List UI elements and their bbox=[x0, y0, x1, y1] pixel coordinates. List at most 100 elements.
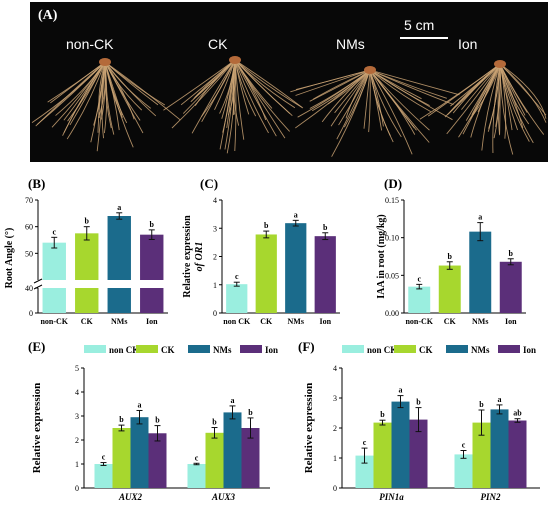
chart-b-sig-letter: b bbox=[150, 220, 155, 229]
chart-f-y-tick-label: 1 bbox=[333, 454, 337, 463]
root-strand bbox=[369, 69, 383, 131]
root-strand bbox=[369, 69, 460, 96]
chart-b-panel-label: (B) bbox=[28, 176, 45, 191]
chart-e-sig-letter: b bbox=[119, 415, 124, 424]
chart-e-x-tick-label: AUX3 bbox=[211, 492, 236, 502]
root-strand bbox=[104, 61, 159, 106]
chart-b-sig-letter: b bbox=[85, 217, 90, 226]
root-crown bbox=[364, 66, 376, 74]
chart-f-bar bbox=[409, 419, 428, 488]
chart-f-bar bbox=[472, 422, 491, 488]
chart-f-legend-swatch bbox=[342, 345, 364, 353]
chart-b-sig-letter: a bbox=[117, 203, 121, 212]
chart-f-legend-swatch bbox=[394, 345, 416, 353]
chart-f-legend-label: CK bbox=[419, 345, 433, 355]
chart-b-x-tick-label: NMs bbox=[111, 317, 127, 326]
root-strand bbox=[104, 61, 152, 109]
chart-b-y-label: Root Angle (°) bbox=[4, 228, 15, 289]
root-strand bbox=[369, 69, 430, 107]
chart-e-legend-swatch bbox=[188, 345, 210, 353]
root-crown bbox=[229, 56, 241, 64]
root-strand bbox=[330, 69, 371, 127]
root-strand bbox=[499, 63, 534, 144]
chart-f-bar bbox=[508, 420, 527, 488]
root-strand bbox=[51, 61, 106, 128]
root-strand bbox=[234, 59, 273, 109]
chart-e-sig-letter: c bbox=[102, 453, 106, 462]
root-strand bbox=[369, 69, 402, 138]
chart-e-y-tick-label: 4 bbox=[75, 388, 79, 397]
root-crown bbox=[494, 60, 506, 68]
chart-d-sig-letter: b bbox=[448, 252, 453, 261]
chart-e-y-tick-label: 3 bbox=[75, 412, 79, 421]
root-strand bbox=[35, 61, 106, 127]
photo-label-nms: NMs bbox=[336, 36, 365, 52]
panel-a-label: (A) bbox=[38, 8, 58, 23]
chart-e-y-tick-label: 2 bbox=[75, 436, 79, 445]
chart-f-bar bbox=[490, 409, 509, 488]
root-strand bbox=[219, 59, 236, 150]
chart-e-legend-label: non CK bbox=[109, 345, 139, 355]
chart-f-bar bbox=[355, 455, 374, 488]
chart-d-sig-letter: c bbox=[417, 274, 421, 283]
scale-bar bbox=[400, 37, 448, 39]
chart-f-legend-label: NMs bbox=[471, 345, 490, 355]
chart-c-x-tick-label: CK bbox=[260, 317, 273, 326]
root-strand bbox=[336, 69, 371, 140]
chart-c-x-tick-label: non CK bbox=[223, 317, 251, 326]
chart-b-bar-upper bbox=[42, 242, 66, 280]
chart-e-bar bbox=[187, 464, 206, 488]
root-crown bbox=[99, 58, 111, 66]
chart-b-bar-lower bbox=[107, 288, 131, 313]
chart-f-bar bbox=[391, 401, 410, 488]
chart-d-x-tick-label: non-CK bbox=[405, 317, 433, 326]
root-strand bbox=[234, 59, 303, 108]
root-strand bbox=[171, 59, 236, 129]
chart-f-y-label: Relative expression bbox=[303, 383, 315, 474]
root-strand bbox=[234, 59, 277, 137]
chart-e-legend-swatch bbox=[240, 345, 262, 353]
root-strand bbox=[104, 61, 181, 121]
root-system-4 bbox=[419, 60, 547, 155]
chart-c-bar bbox=[314, 236, 336, 313]
chart-d-bar bbox=[499, 261, 522, 313]
root-strand bbox=[234, 59, 293, 116]
chart-c-x-tick-label: Ion bbox=[319, 317, 331, 326]
chart-e: (E) 0 1 2 3 4 5 c b a b AUX2 c b a b AUX3 non CK CK NMs Ion R… bbox=[28, 339, 278, 502]
chart-c-bar bbox=[226, 284, 248, 313]
root-strand bbox=[295, 69, 371, 96]
root-strand bbox=[214, 59, 236, 111]
root-strand bbox=[369, 69, 413, 155]
root-strand bbox=[338, 69, 371, 126]
root-strand bbox=[96, 61, 106, 152]
chart-e-sig-letter: c bbox=[195, 453, 199, 462]
chart-e-bar bbox=[130, 417, 149, 488]
chart-c-bar bbox=[255, 234, 277, 313]
chart-b-x-tick-label: CK bbox=[81, 317, 94, 326]
root-strand bbox=[499, 63, 528, 113]
chart-f-legend-swatch bbox=[446, 345, 468, 353]
chart-c-y-tick-label: 4 bbox=[213, 196, 217, 205]
root-strand bbox=[234, 59, 304, 109]
chart-c-sig-letter: a bbox=[294, 210, 298, 219]
chart-e-y-tick-label: 0 bbox=[75, 484, 79, 493]
chart-c-y-label-2: of OR1 bbox=[194, 242, 205, 272]
chart-b-bar-lower bbox=[140, 288, 164, 313]
chart-d-y-tick-label: 0.15 bbox=[385, 196, 399, 205]
chart-f-sig-letter: b bbox=[416, 398, 421, 407]
chart-e-bar bbox=[148, 433, 167, 488]
root-strand bbox=[311, 69, 371, 112]
chart-f-y-tick-label: 4 bbox=[333, 364, 337, 373]
chart-f-sig-letter: b bbox=[479, 400, 484, 409]
chart-e-y-tick-label: 5 bbox=[75, 364, 79, 373]
root-strand bbox=[201, 59, 236, 123]
chart-d-x-tick-label: Ion bbox=[505, 317, 517, 326]
root-strand bbox=[499, 63, 547, 119]
root-system-1 bbox=[31, 58, 181, 152]
chart-e-sig-letter: b bbox=[212, 418, 217, 427]
chart-b-y-tick-label: 40 bbox=[25, 284, 33, 293]
root-strand bbox=[290, 69, 371, 93]
photo-label-nonck: non-CK bbox=[66, 36, 114, 52]
root-strand bbox=[104, 61, 143, 111]
